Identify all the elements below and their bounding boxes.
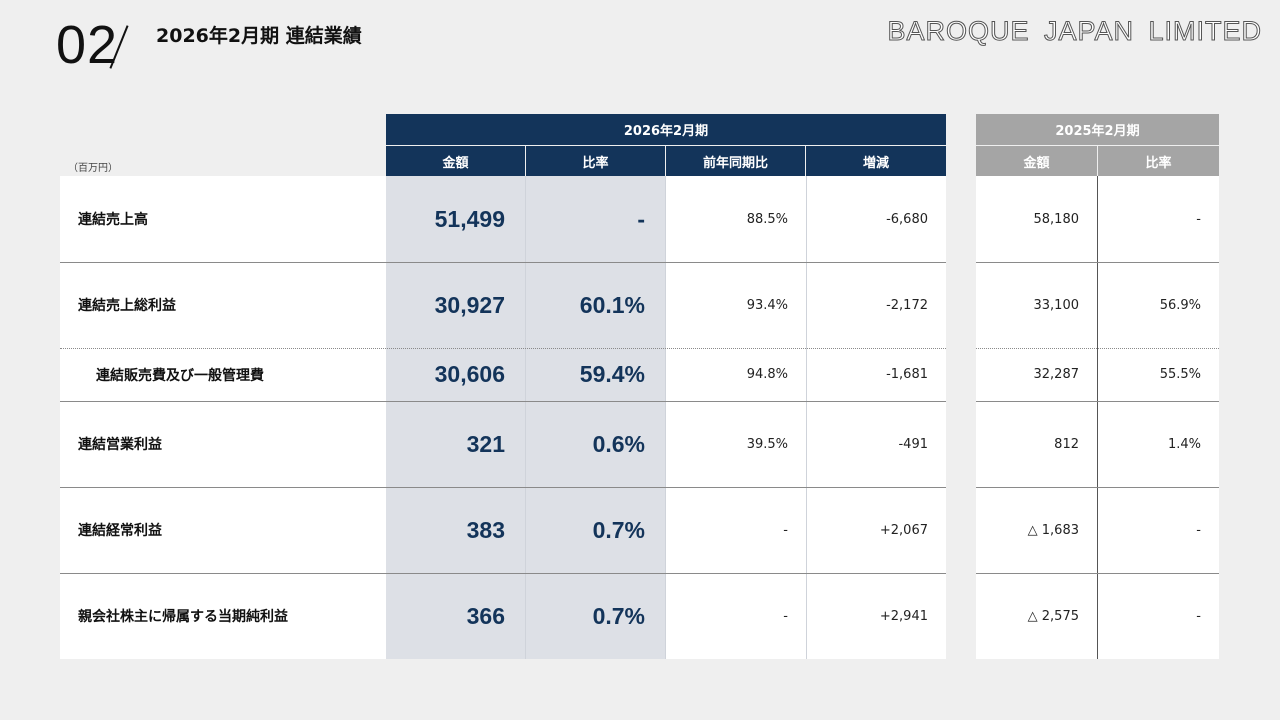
cell-change: -491 [898,436,928,452]
cell-change: -2,172 [886,297,928,313]
company-logo-text: BAROQUE JAPAN LIMITED [887,16,1262,47]
row-divider [976,401,1219,402]
row-label-sga: 連結販売費及び一般管理費 [96,367,264,384]
cell-amount: 30,927 [434,291,505,318]
row-label-net-income: 親会社株主に帰属する当期純利益 [78,609,288,625]
current-period-header: 2026年2月期 [386,114,946,145]
row-divider [60,262,946,263]
slide-number: 02 [56,15,119,75]
col-header-amount: 金額 [386,146,525,176]
col-header-prev-ratio: 比率 [1098,146,1219,176]
cell-prev-amount: 58,180 [1033,211,1080,227]
row-divider [60,401,946,402]
cell-yoy: 93.4% [746,297,788,313]
cell-amount: 30,606 [434,361,505,387]
col-header-yoy: 前年同期比 [666,146,805,176]
row-divider [976,573,1219,574]
cell-change: +2,941 [879,608,928,624]
row-divider [976,487,1219,488]
cell-prev-amount: 33,100 [1033,297,1080,313]
slide-title: 2026年2月期 連結業績 [156,25,362,47]
cell-ratio: 59.4% [579,361,645,387]
cell-prev-ratio: - [1196,211,1201,227]
cell-amount: 366 [466,602,505,629]
cell-change: -6,680 [886,211,928,227]
cell-prev-ratio: - [1196,522,1201,538]
previous-period-header: 2025年2月期 [976,114,1219,145]
row-divider [60,573,946,574]
cell-amount: 321 [466,430,505,457]
cell-prev-ratio: 56.9% [1159,297,1201,313]
row-label-gross-profit: 連結売上総利益 [78,298,176,314]
cell-change: +2,067 [879,522,928,538]
cell-ratio: 0.7% [592,516,645,543]
cell-ratio: - [637,205,645,232]
row-divider [976,348,1219,349]
cell-ratio: 0.6% [592,430,645,457]
row-label-net-sales: 連結売上高 [78,212,148,228]
cell-yoy: 39.5% [746,436,788,452]
cell-yoy: 88.5% [746,211,788,227]
row-divider [60,487,946,488]
cell-prev-amount: △ 2,575 [1027,608,1079,624]
cell-yoy: - [783,522,788,538]
cell-ratio: 0.7% [592,602,645,629]
cell-prev-amount: 812 [1054,436,1079,452]
row-divider [976,262,1219,263]
col-header-change: 増減 [806,146,946,176]
row-label-operating-profit: 連結営業利益 [78,437,162,453]
cell-prev-ratio: 55.5% [1159,367,1201,382]
cell-prev-ratio: 1.4% [1167,436,1201,452]
cell-change: -1,681 [886,367,928,382]
cell-prev-amount: 32,287 [1033,367,1080,382]
cell-prev-ratio: - [1196,608,1201,624]
column-divider [806,176,807,659]
col-header-ratio: 比率 [526,146,665,176]
column-divider [1097,176,1098,659]
cell-yoy: 94.8% [746,367,788,382]
cell-amount: 51,499 [434,205,505,232]
column-divider [525,176,526,659]
cell-ratio: 60.1% [579,291,645,318]
column-divider [665,176,666,659]
col-header-prev-amount: 金額 [976,146,1097,176]
row-label-ordinary-profit: 連結経常利益 [78,523,162,539]
cell-prev-amount: △ 1,683 [1027,522,1079,538]
cell-amount: 383 [466,516,505,543]
unit-label: （百万円） [68,163,118,174]
cell-yoy: - [783,608,788,624]
row-divider [60,348,946,349]
